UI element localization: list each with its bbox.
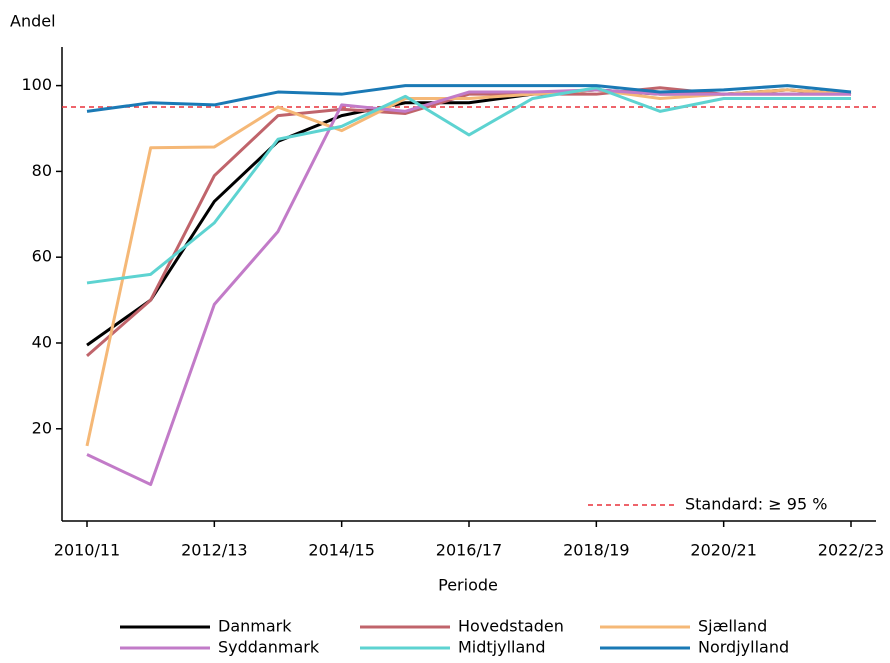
y-tick-label: 40	[32, 332, 52, 351]
legend-label: Midtjylland	[458, 638, 546, 657]
x-tick-label: 2018/19	[563, 541, 629, 560]
y-tick-label: 100	[21, 75, 52, 94]
x-tick-label: 2016/17	[436, 541, 502, 560]
x-axis-label: Periode	[438, 576, 498, 595]
legend-label: Nordjylland	[698, 638, 789, 657]
legend-label: Hovedstaden	[458, 617, 564, 636]
y-axis-label: Andel	[10, 12, 56, 31]
reference-legend-label: Standard: ≥ 95 %	[685, 495, 827, 514]
y-tick-label: 20	[32, 418, 52, 437]
x-tick-label: 2010/11	[54, 541, 120, 560]
series-line	[85, 88, 852, 447]
legend-label: Danmark	[218, 617, 292, 636]
x-tick-label: 2022/23	[818, 541, 884, 560]
series-line	[86, 88, 851, 487]
series-line	[86, 88, 852, 347]
legend-label: Sjælland	[698, 617, 767, 636]
x-tick-label: 2012/13	[181, 541, 247, 560]
legend-label: Syddanmark	[218, 638, 320, 657]
x-tick-label: 2020/21	[690, 541, 756, 560]
y-tick-label: 80	[32, 161, 52, 180]
series-line	[86, 84, 852, 113]
y-tick-label: 60	[32, 247, 52, 266]
series-line	[86, 86, 851, 285]
x-tick-label: 2014/15	[308, 541, 374, 560]
